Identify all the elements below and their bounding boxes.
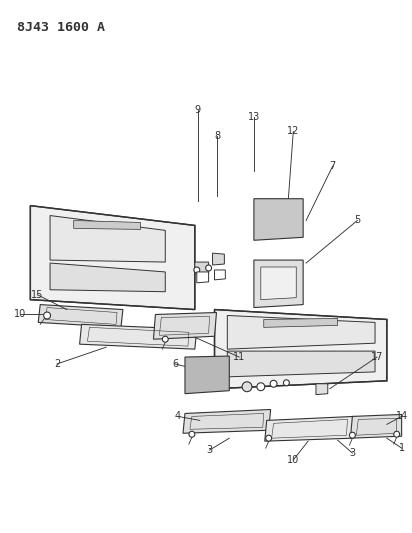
Polygon shape bbox=[215, 310, 387, 389]
Polygon shape bbox=[213, 253, 225, 265]
Polygon shape bbox=[316, 384, 328, 394]
Text: 5: 5 bbox=[354, 215, 360, 225]
Circle shape bbox=[257, 383, 265, 391]
Text: 13: 13 bbox=[248, 111, 260, 122]
Text: 2: 2 bbox=[54, 359, 60, 369]
Polygon shape bbox=[351, 415, 402, 438]
Polygon shape bbox=[261, 267, 296, 300]
Text: 8J43 1600 A: 8J43 1600 A bbox=[16, 21, 105, 34]
Polygon shape bbox=[30, 206, 195, 310]
Circle shape bbox=[283, 380, 289, 386]
Circle shape bbox=[242, 382, 252, 392]
Text: 3: 3 bbox=[349, 448, 356, 458]
Circle shape bbox=[270, 381, 277, 387]
Text: 4: 4 bbox=[175, 411, 181, 422]
Text: 11: 11 bbox=[233, 352, 245, 362]
Polygon shape bbox=[185, 356, 229, 394]
Circle shape bbox=[349, 432, 355, 438]
Text: 14: 14 bbox=[396, 411, 408, 422]
Polygon shape bbox=[80, 325, 197, 349]
Text: 8: 8 bbox=[214, 131, 220, 141]
Text: 9: 9 bbox=[195, 104, 201, 115]
Circle shape bbox=[206, 265, 211, 271]
Circle shape bbox=[394, 431, 400, 437]
Text: 1: 1 bbox=[398, 443, 405, 453]
Text: 10: 10 bbox=[287, 455, 300, 465]
Polygon shape bbox=[215, 270, 225, 280]
Circle shape bbox=[266, 435, 272, 441]
Polygon shape bbox=[227, 351, 375, 377]
Polygon shape bbox=[183, 409, 271, 433]
Polygon shape bbox=[254, 199, 303, 240]
Polygon shape bbox=[195, 262, 208, 274]
Polygon shape bbox=[50, 263, 165, 292]
Polygon shape bbox=[264, 318, 337, 327]
Polygon shape bbox=[254, 260, 303, 308]
Polygon shape bbox=[197, 272, 208, 283]
Polygon shape bbox=[153, 312, 216, 339]
Text: 17: 17 bbox=[371, 352, 383, 362]
Circle shape bbox=[44, 312, 51, 319]
Text: 10: 10 bbox=[14, 310, 27, 319]
Polygon shape bbox=[265, 416, 354, 441]
Circle shape bbox=[194, 267, 200, 273]
Polygon shape bbox=[50, 215, 165, 262]
Polygon shape bbox=[74, 221, 140, 229]
Text: 15: 15 bbox=[31, 290, 43, 300]
Polygon shape bbox=[38, 304, 123, 327]
Text: 3: 3 bbox=[206, 445, 213, 455]
Polygon shape bbox=[227, 316, 375, 349]
Circle shape bbox=[162, 336, 168, 342]
Text: 6: 6 bbox=[172, 359, 178, 369]
Circle shape bbox=[189, 431, 195, 437]
Text: 7: 7 bbox=[330, 161, 336, 171]
Text: 12: 12 bbox=[287, 126, 300, 136]
